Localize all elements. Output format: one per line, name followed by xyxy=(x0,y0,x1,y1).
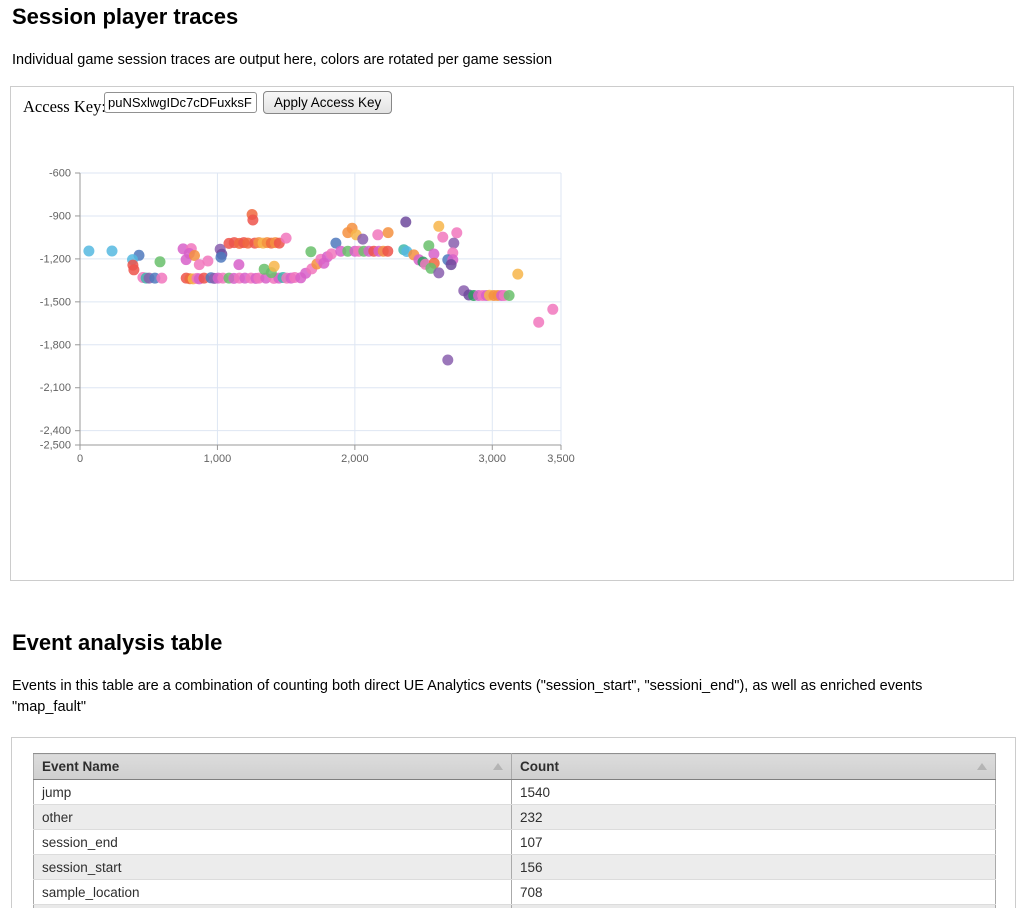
event-name-cell: session_start xyxy=(33,854,512,880)
scatter-point xyxy=(330,237,342,249)
scatter-point xyxy=(280,232,292,244)
scatter-point xyxy=(233,259,245,271)
y-axis-tick-label: -1,200 xyxy=(40,253,71,265)
count-cell: 107 xyxy=(511,829,996,855)
table-row: sample_location 708 xyxy=(33,879,996,905)
scatter-point xyxy=(106,245,118,257)
y-axis-tick-label: -600 xyxy=(49,168,71,180)
x-axis-tick-label: 0 xyxy=(77,453,83,465)
scatter-point xyxy=(445,259,457,271)
column-header-count[interactable]: Count xyxy=(511,753,996,780)
scatter-point xyxy=(202,255,214,267)
scatter-point xyxy=(268,260,280,272)
scatter-point xyxy=(247,214,259,226)
scatter-point xyxy=(433,220,445,232)
session-traces-panel: Access Key: Apply Access Key -600 -900 -1,… xyxy=(10,86,1014,581)
event-name-cell: other xyxy=(33,804,512,830)
session-traces-scatter-chart: -600 -900 -1,200 -1,500 -1,800 -2,100 -2,400 -2… xyxy=(31,151,611,481)
session-traces-description: Individual game session traces are outpu… xyxy=(12,52,553,68)
scatter-point xyxy=(326,248,337,260)
scatter-point xyxy=(512,268,524,280)
event-name-cell: jump xyxy=(33,779,512,805)
empty-cell xyxy=(33,904,512,908)
y-axis-tick-label: -1,500 xyxy=(40,296,71,308)
event-name-cell: session_end xyxy=(33,829,512,855)
event-name-cell: sample_location xyxy=(33,879,512,905)
scatter-point xyxy=(382,245,394,257)
scatter-point xyxy=(437,231,449,243)
scatter-point xyxy=(448,237,460,249)
x-axis-tick-label: 3,000 xyxy=(479,453,507,465)
table-row: session_start 156 xyxy=(33,854,996,880)
scatter-point xyxy=(372,229,384,241)
scatter-point xyxy=(423,240,435,252)
column-header-event-name[interactable]: Event Name xyxy=(33,753,512,780)
apply-access-key-button[interactable]: Apply Access Key xyxy=(263,91,393,114)
access-key-label: Access Key: xyxy=(23,97,106,116)
count-cell: 1540 xyxy=(511,779,996,805)
table-row: session_end 107 xyxy=(33,829,996,855)
scatter-point xyxy=(451,227,463,239)
scatter-point xyxy=(503,290,515,301)
scatter-point xyxy=(83,245,95,257)
x-axis-tick-label: 1,000 xyxy=(204,453,232,465)
scatter-point xyxy=(547,303,559,315)
scatter-point xyxy=(180,254,192,266)
y-axis-tick-label: -2,100 xyxy=(40,382,71,394)
section-title-session-player-traces: Session player traces xyxy=(12,4,239,29)
scatter-point xyxy=(357,233,369,245)
x-axis-tick-label: 3,500 xyxy=(547,453,575,465)
scatter-point xyxy=(433,267,445,279)
scatter-point xyxy=(154,256,166,268)
table-row-partial xyxy=(33,904,996,908)
scatter-point xyxy=(189,250,200,261)
scatter-point xyxy=(533,316,545,328)
count-cell: 708 xyxy=(511,879,996,905)
x-axis-tick-label: 2,000 xyxy=(341,453,369,465)
event-table-container: Event Name Count jump 1540 other 232 session_… xyxy=(11,737,1016,908)
column-header-label: Count xyxy=(520,759,559,774)
event-analysis-table: Event Name Count jump 1540 other 232 session_… xyxy=(33,753,996,908)
y-axis-tick-label: -2,500 xyxy=(40,440,71,452)
y-axis-tick-label: -900 xyxy=(49,210,71,222)
sort-ascending-icon[interactable] xyxy=(493,763,503,770)
sort-ascending-icon[interactable] xyxy=(977,763,987,770)
access-key-input[interactable] xyxy=(104,92,257,113)
column-header-label: Event Name xyxy=(42,759,120,774)
table-row: jump 1540 xyxy=(33,779,996,805)
table-row: other 232 xyxy=(33,804,996,830)
scatter-point xyxy=(156,272,168,284)
y-axis-tick-label: -1,800 xyxy=(40,339,71,351)
empty-cell xyxy=(511,904,996,908)
scatter-point xyxy=(428,248,440,260)
scatter-point xyxy=(215,251,227,263)
count-cell: 232 xyxy=(511,804,996,830)
table-header-row: Event Name Count xyxy=(33,753,996,780)
count-cell: 156 xyxy=(511,854,996,880)
scatter-point xyxy=(193,259,205,271)
scatter-point xyxy=(442,354,454,366)
scatter-point xyxy=(400,216,412,228)
y-axis-tick-label: -2,400 xyxy=(40,425,71,437)
scatter-point xyxy=(382,227,394,239)
section-title-event-analysis-table: Event analysis table xyxy=(12,630,223,655)
scatter-point xyxy=(128,264,140,276)
event-analysis-description: Events in this table are a combination o… xyxy=(12,678,923,715)
scatter-point xyxy=(305,246,317,258)
